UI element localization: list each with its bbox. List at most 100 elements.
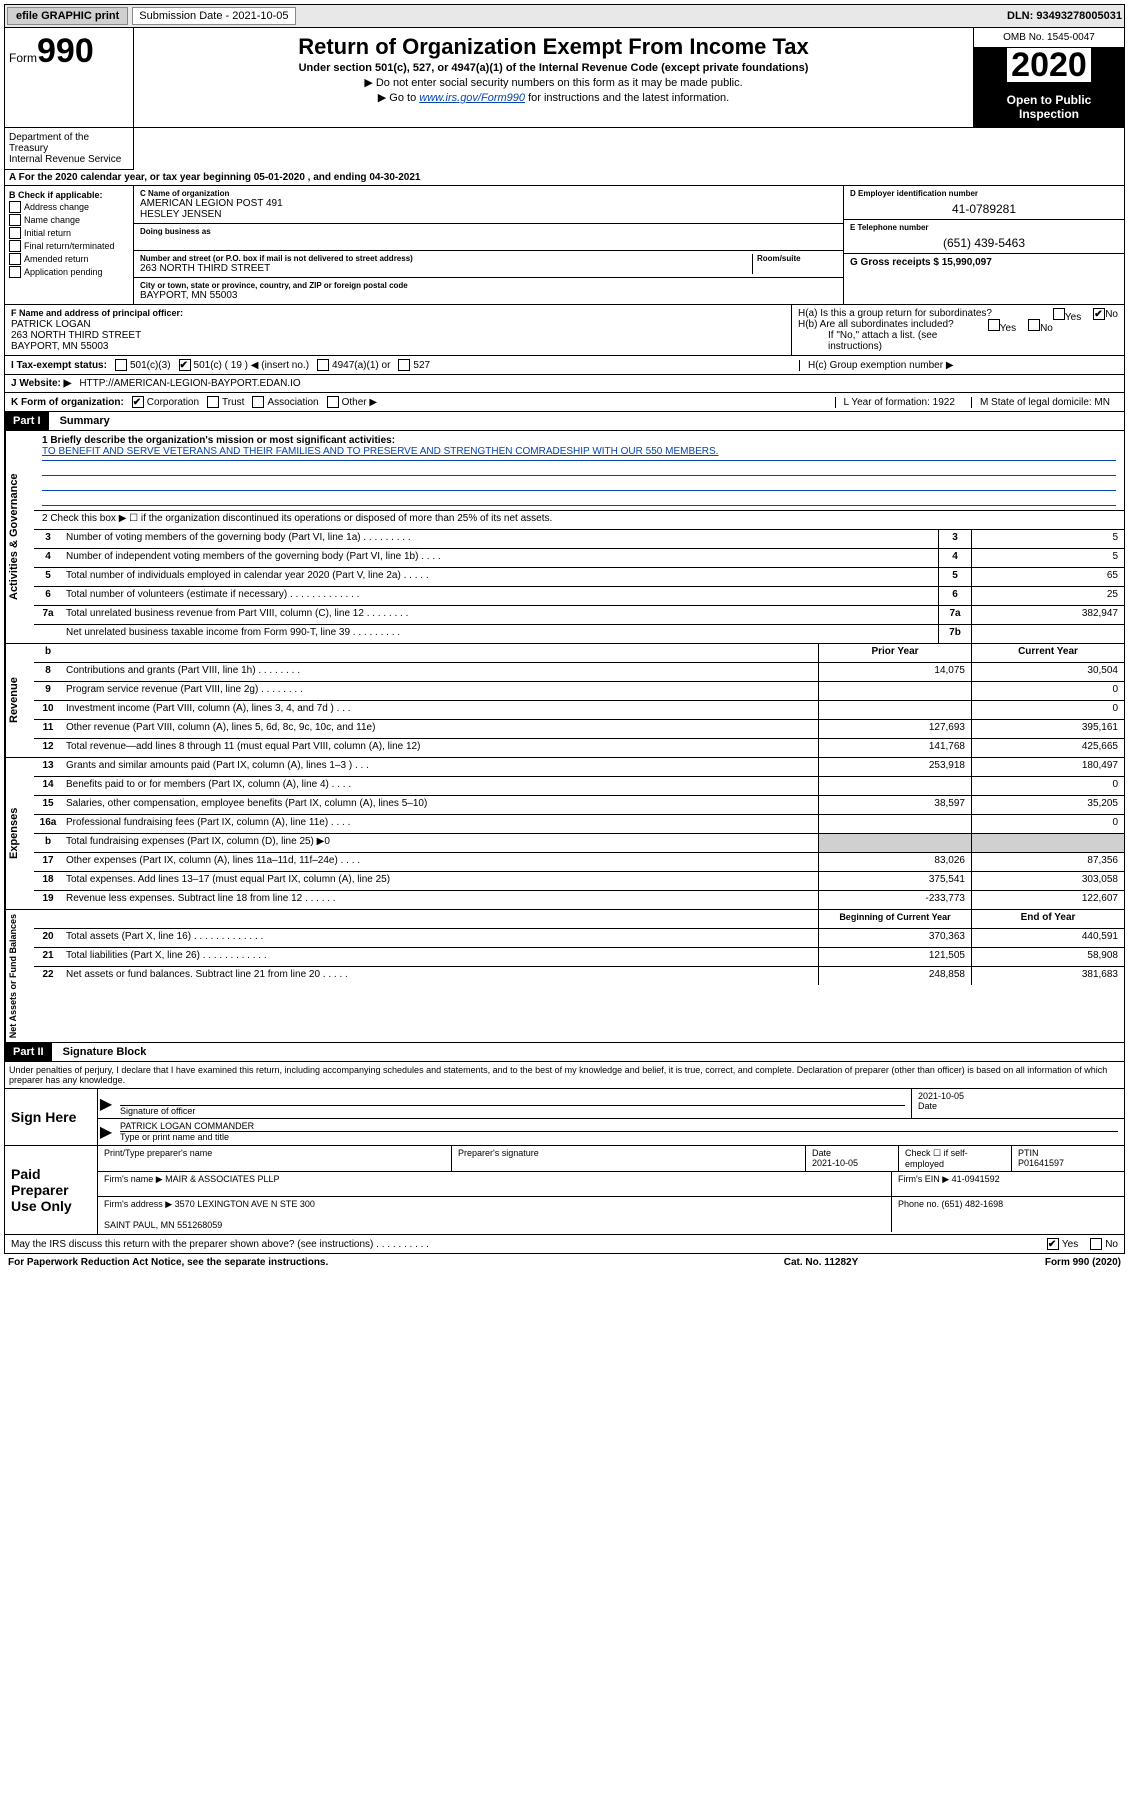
table-row: 20 Total assets (Part X, line 16) . . . …	[34, 929, 1124, 948]
cb-name-change[interactable]: Name change	[9, 214, 129, 226]
org-city: BAYPORT, MN 55003	[140, 290, 837, 301]
dba-label: Doing business as	[140, 227, 837, 236]
cb-501c3[interactable]: 501(c)(3)	[115, 359, 171, 371]
sig-name-label: Type or print name and title	[120, 1132, 1118, 1142]
ein-value: 41-0789281	[850, 198, 1118, 216]
instr-2: ▶ Go to www.irs.gov/Form990 for instruct…	[138, 91, 969, 104]
sign-here-section: Sign Here ▶ Signature of officer 2021-10…	[4, 1089, 1125, 1146]
paid-preparer-section: Paid Preparer Use Only Print/Type prepar…	[4, 1146, 1125, 1235]
open-to-public: Open to Public Inspection	[974, 87, 1124, 127]
cb-501c[interactable]: ✔501(c) ( 19 ) ◀ (insert no.)	[179, 359, 310, 371]
table-row: Net unrelated business taxable income fr…	[34, 625, 1124, 643]
table-row: 19 Revenue less expenses. Subtract line …	[34, 891, 1124, 909]
top-bar: efile GRAPHIC print Submission Date - 20…	[4, 4, 1125, 28]
table-row: 10 Investment income (Part VIII, column …	[34, 701, 1124, 720]
phone-value: (651) 439-5463	[850, 232, 1118, 250]
current-year-hdr: Current Year	[971, 644, 1124, 662]
irs-discuss-row: May the IRS discuss this return with the…	[4, 1235, 1125, 1254]
instr-1: ▶ Do not enter social security numbers o…	[138, 76, 969, 89]
tax-year: 2020	[974, 48, 1124, 87]
tax-exempt-row: I Tax-exempt status: 501(c)(3) ✔501(c) (…	[4, 356, 1125, 375]
table-row: 16a Professional fundraising fees (Part …	[34, 815, 1124, 834]
prior-year-hdr: Prior Year	[818, 644, 971, 662]
sig-officer-label: Signature of officer	[120, 1106, 905, 1116]
cb-527[interactable]: 527	[398, 359, 430, 371]
sig-name: PATRICK LOGAN COMMANDER	[120, 1121, 1118, 1132]
cb-application-pending[interactable]: Application pending	[9, 266, 129, 278]
h-a: H(a) Is this a group return for subordin…	[798, 308, 1118, 319]
form-ref: Form 990 (2020)	[921, 1257, 1121, 1268]
table-row: 7a Total unrelated business revenue from…	[34, 606, 1124, 625]
table-row: 21 Total liabilities (Part X, line 26) .…	[34, 948, 1124, 967]
table-row: 5 Total number of individuals employed i…	[34, 568, 1124, 587]
ptin: P01641597	[1018, 1158, 1064, 1168]
table-row: 17 Other expenses (Part IX, column (A), …	[34, 853, 1124, 872]
section-b-label: B Check if applicable:	[9, 190, 129, 200]
website-link[interactable]: HTTP://AMERICAN-LEGION-BAYPORT.EDAN.IO	[79, 378, 300, 389]
entity-info: B Check if applicable: Address change Na…	[4, 186, 1125, 305]
paid-preparer-label: Paid Preparer Use Only	[5, 1146, 98, 1234]
mission-text: TO BENEFIT AND SERVE VETERANS AND THEIR …	[42, 446, 1116, 461]
part2-header: Part II	[5, 1043, 52, 1061]
cb-trust[interactable]: Trust	[207, 396, 244, 408]
state-domicile: M State of legal domicile: MN	[971, 397, 1118, 408]
phone-label: E Telephone number	[850, 223, 1118, 232]
org-address: 263 NORTH THIRD STREET	[140, 263, 752, 274]
website-row: J Website: ▶ HTTP://AMERICAN-LEGION-BAYP…	[4, 375, 1125, 393]
dept-treasury: Department of the Treasury Internal Reve…	[5, 128, 134, 170]
cb-amended[interactable]: Amended return	[9, 253, 129, 265]
expenses-section: Expenses 13 Grants and similar amounts p…	[4, 758, 1125, 910]
firm-name: MAIR & ASSOCIATES PLLP	[165, 1174, 279, 1184]
cb-other[interactable]: Other ▶	[327, 396, 377, 408]
side-expenses: Expenses	[5, 758, 34, 909]
h-c: H(c) Group exemption number ▶	[808, 360, 954, 371]
addr-label: Number and street (or P.O. box if mail i…	[140, 254, 752, 263]
cb-corp[interactable]: ✔Corporation	[132, 396, 199, 408]
table-row: 13 Grants and similar amounts paid (Part…	[34, 758, 1124, 777]
officer-name: PATRICK LOGAN	[11, 319, 91, 330]
firm-ein: Firm's EIN ▶ 41-0941592	[892, 1172, 1124, 1196]
table-row: 15 Salaries, other compensation, employe…	[34, 796, 1124, 815]
table-row: 12 Total revenue—add lines 8 through 11 …	[34, 739, 1124, 757]
cb-address-change[interactable]: Address change	[9, 201, 129, 213]
form-org-row: K Form of organization: ✔Corporation Tru…	[4, 393, 1125, 412]
netassets-section: Net Assets or Fund Balances Beginning of…	[4, 910, 1125, 1043]
cb-discuss-no[interactable]: No	[1090, 1238, 1118, 1250]
table-row: 11 Other revenue (Part VIII, column (A),…	[34, 720, 1124, 739]
cb-discuss-yes[interactable]: ✔Yes	[1047, 1238, 1078, 1250]
arrow-icon: ▶	[98, 1089, 114, 1118]
table-row: 22 Net assets or fund balances. Subtract…	[34, 967, 1124, 985]
mission-label: 1 Briefly describe the organization's mi…	[42, 435, 1116, 446]
form-subtitle: Under section 501(c), 527, or 4947(a)(1)…	[138, 62, 969, 74]
firm-phone: Phone no. (651) 482-1698	[892, 1197, 1124, 1232]
form-title: Return of Organization Exempt From Incom…	[138, 34, 969, 60]
cb-initial-return[interactable]: Initial return	[9, 227, 129, 239]
footer: For Paperwork Reduction Act Notice, see …	[4, 1254, 1125, 1271]
cb-4947[interactable]: 4947(a)(1) or	[317, 359, 390, 371]
gross-receipts: G Gross receipts $ 15,990,097	[850, 257, 1118, 268]
table-row: 18 Total expenses. Add lines 13–17 (must…	[34, 872, 1124, 891]
table-row: 3 Number of voting members of the govern…	[34, 530, 1124, 549]
sig-date-label: Date	[918, 1101, 1118, 1111]
irs-link[interactable]: www.irs.gov/Form990	[419, 92, 525, 104]
sig-date: 2021-10-05	[918, 1091, 1118, 1101]
side-governance: Activities & Governance	[5, 431, 34, 643]
cb-final-return[interactable]: Final return/terminated	[9, 240, 129, 252]
self-employed[interactable]: Check ☐ if self-employed	[899, 1146, 1012, 1171]
cb-assoc[interactable]: Association	[252, 396, 318, 408]
beg-year-hdr: Beginning of Current Year	[818, 910, 971, 928]
table-row: 14 Benefits paid to or for members (Part…	[34, 777, 1124, 796]
arrow-icon: ▶	[98, 1119, 114, 1144]
dln: DLN: 93493278005031	[1007, 10, 1122, 22]
revenue-section: Revenue b Prior Year Current Year 8 Cont…	[4, 644, 1125, 758]
side-revenue: Revenue	[5, 644, 34, 757]
efile-btn[interactable]: efile GRAPHIC print	[7, 7, 128, 25]
year-formation: L Year of formation: 1922	[835, 397, 963, 408]
ein-label: D Employer identification number	[850, 189, 1118, 198]
table-row: b Total fundraising expenses (Part IX, c…	[34, 834, 1124, 853]
penalties-text: Under penalties of perjury, I declare th…	[4, 1062, 1125, 1089]
org-name-label: C Name of organization	[140, 189, 837, 198]
prep-name-hdr: Print/Type preparer's name	[98, 1146, 452, 1171]
part1-title: Summary	[52, 412, 118, 430]
cat-no: Cat. No. 11282Y	[721, 1257, 921, 1268]
